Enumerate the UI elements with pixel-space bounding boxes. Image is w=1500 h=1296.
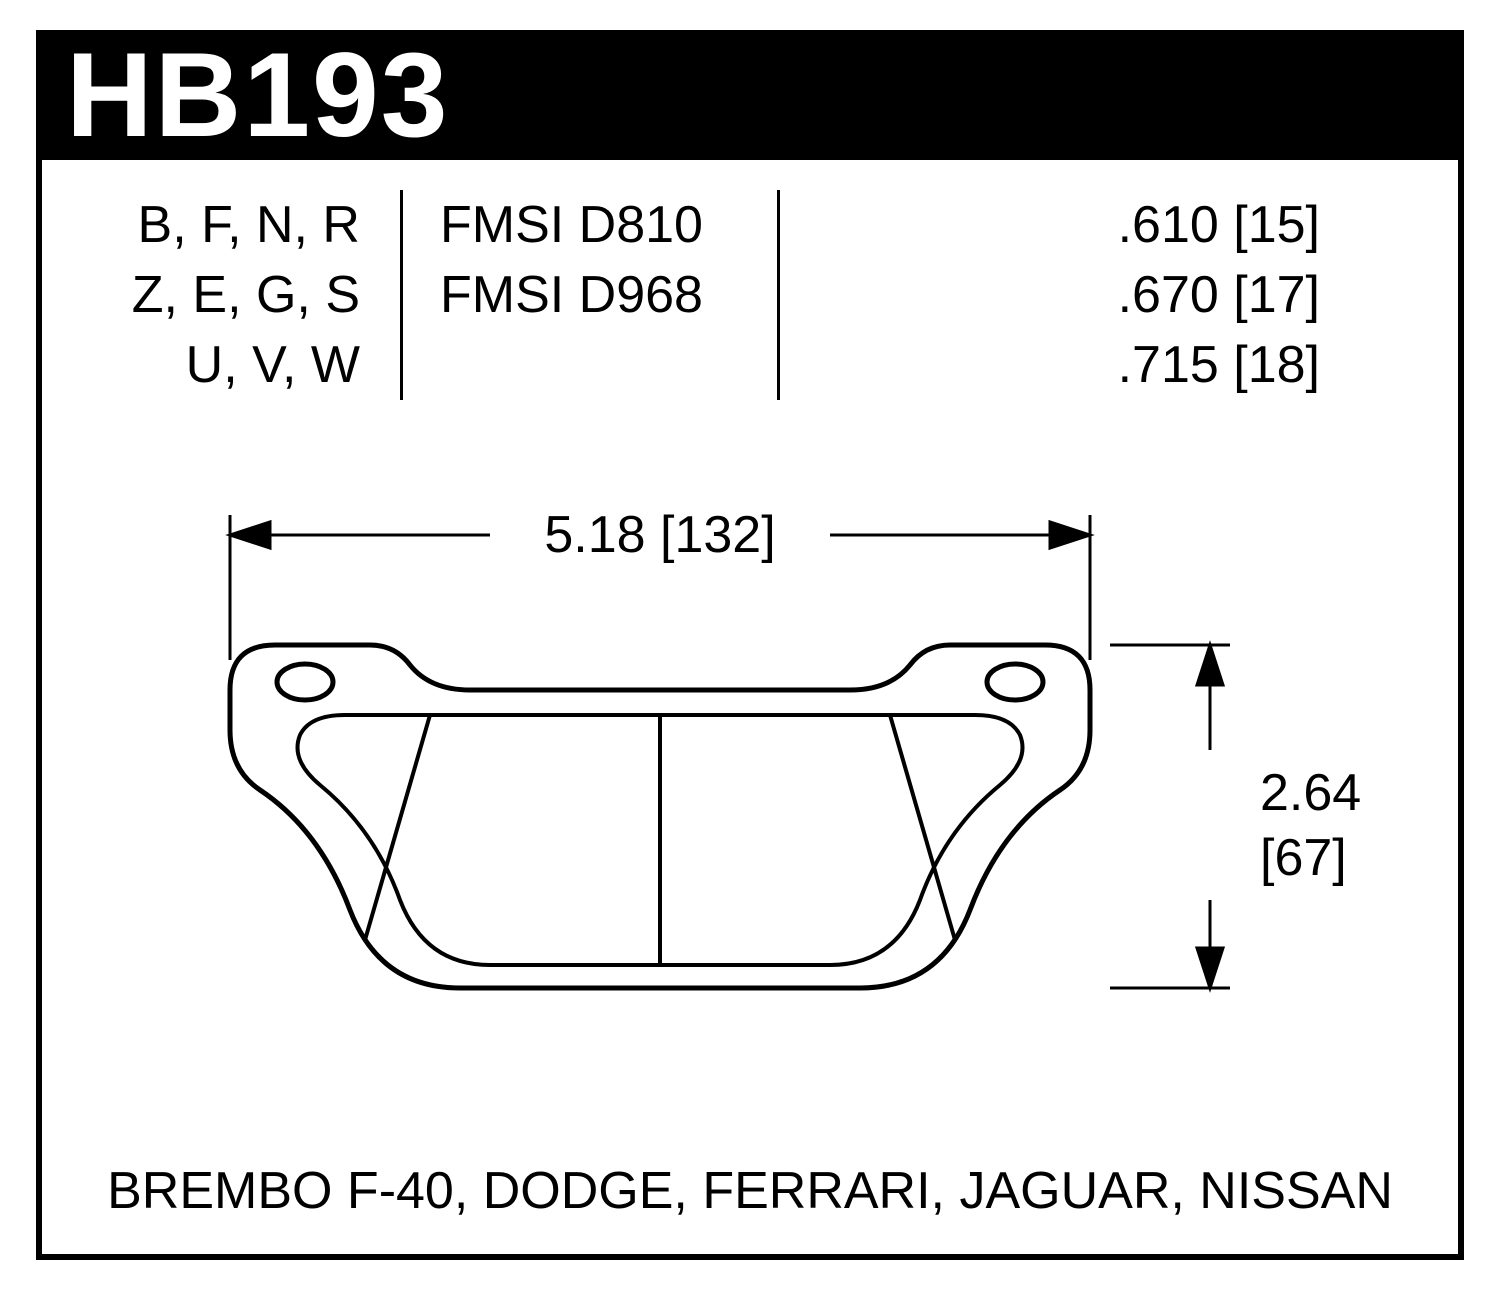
- width-dimension-label: 5.18 [132]: [544, 506, 775, 564]
- height-dimension-label-1: 2.64: [1260, 764, 1361, 822]
- brake-pad-diagram: 5.18 [132] 2.64 [67]: [60, 480, 1440, 1040]
- applications-text: BREMBO F-40, DODGE, FERRARI, JAGUAR, NIS…: [60, 1156, 1440, 1226]
- fmsi-column: FMSI D810 FMSI D968: [400, 190, 780, 401]
- compounds-line: B, F, N, R: [100, 190, 360, 260]
- thickness-line: .670 [17]: [820, 260, 1320, 330]
- spec-sheet: HB193 B, F, N, R Z, E, G, S U, V, W FMSI…: [0, 0, 1500, 1296]
- thickness-line: .715 [18]: [820, 330, 1320, 400]
- friction-material-outline: [298, 715, 1023, 965]
- compounds-column: B, F, N, R Z, E, G, S U, V, W: [60, 190, 400, 401]
- height-dimension-label-2: [67]: [1260, 829, 1347, 887]
- thickness-line: .610 [15]: [820, 190, 1320, 260]
- thickness-column: .610 [15] .670 [17] .715 [18]: [780, 190, 1440, 401]
- fmsi-line: FMSI D810: [440, 190, 740, 260]
- compounds-line: U, V, W: [100, 330, 360, 400]
- divider-line: [400, 190, 403, 400]
- part-number: HB193: [66, 26, 450, 164]
- compounds-line: Z, E, G, S: [100, 260, 360, 330]
- spec-row: B, F, N, R Z, E, G, S U, V, W FMSI D810 …: [60, 190, 1440, 401]
- fmsi-line: FMSI D968: [440, 260, 740, 330]
- divider-line: [777, 190, 780, 400]
- header-bar: HB193: [36, 30, 1464, 160]
